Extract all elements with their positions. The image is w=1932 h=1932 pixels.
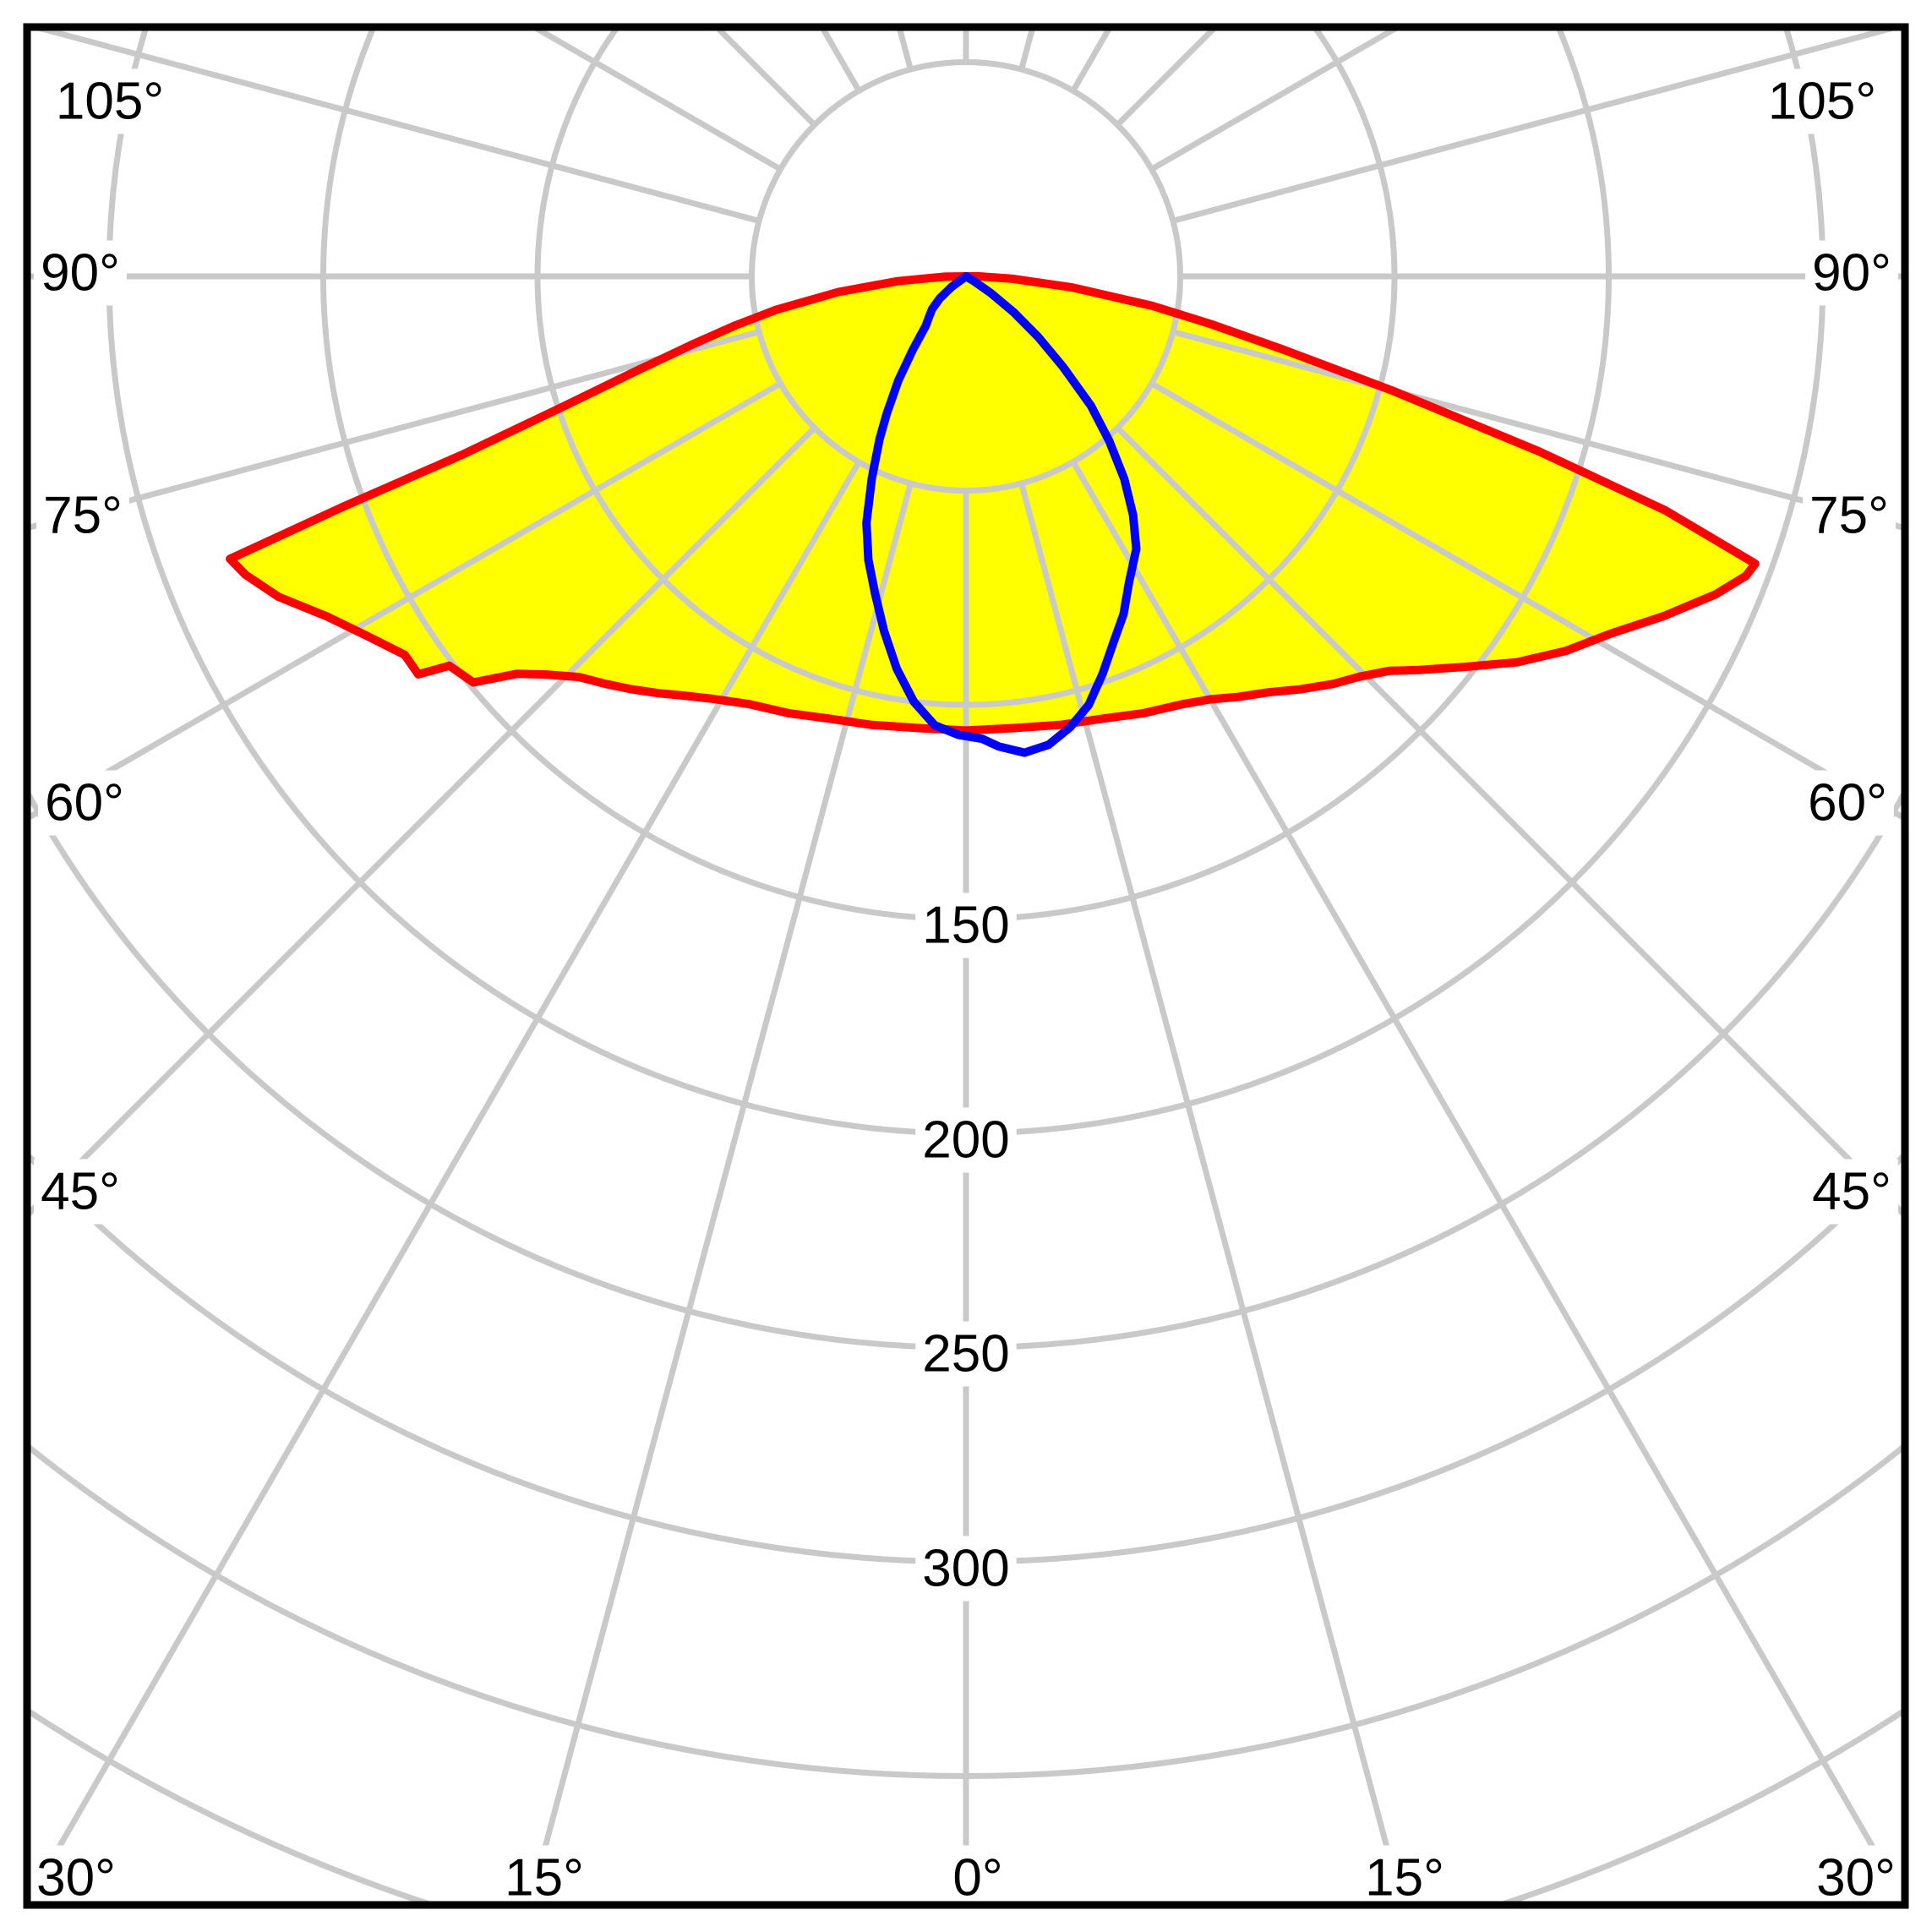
label-backing	[1809, 1845, 1902, 1911]
label-backing	[34, 1159, 127, 1225]
angular-grid-spoke-345	[527, 482, 914, 1905]
angular-grid-spoke-315	[27, 425, 817, 1220]
ring-label-250: 250	[922, 1325, 1009, 1384]
angle-label-left-30: 30°	[36, 1849, 116, 1907]
label-backing	[915, 892, 1017, 958]
angle-label-bottom-15-right: 15°	[1365, 1849, 1444, 1907]
angular-grid-spoke-45	[1115, 425, 1905, 1220]
intensity-curve-c90-c270	[862, 272, 1141, 757]
label-backing	[1760, 68, 1884, 134]
angle-label-left-45: 45°	[41, 1163, 120, 1221]
label-backing	[1358, 1845, 1451, 1911]
angle-label-left-90: 90°	[41, 244, 120, 303]
label-backing	[915, 1321, 1017, 1387]
angular-grid-spoke-300	[27, 380, 783, 822]
angle-label-left-105: 105°	[56, 73, 164, 131]
plot-border	[23, 23, 1909, 1909]
angular-grid-spoke-60	[1149, 380, 1905, 822]
ring-label-300: 300	[922, 1540, 1009, 1598]
angular-grid-spoke-15	[1018, 482, 1405, 1905]
intensity-fill-c0-c180	[230, 276, 1755, 731]
angle-label-right-30: 30°	[1816, 1849, 1896, 1907]
label-backing	[1801, 770, 1894, 836]
angle-label-bottom-15-left: 15°	[505, 1849, 584, 1907]
label-backing	[36, 483, 129, 548]
label-backing	[48, 68, 172, 134]
angular-grid-spoke-330	[27, 460, 862, 1905]
angular-grid-spoke-105	[1171, 27, 1905, 224]
label-backing	[34, 240, 127, 306]
label-backing	[946, 1845, 1010, 1911]
angular-grid-spoke-30	[1070, 460, 1905, 1905]
angle-label-right-105: 105°	[1768, 73, 1876, 131]
label-backing	[38, 770, 131, 836]
angular-grid-spoke-255	[27, 27, 761, 224]
label-backing	[30, 1845, 123, 1911]
label-backing	[498, 1845, 591, 1911]
label-backing	[1803, 483, 1896, 548]
label-backing	[915, 1107, 1017, 1173]
label-backing	[1805, 1159, 1898, 1225]
angle-label-right-45: 45°	[1812, 1163, 1891, 1221]
angular-grid-spoke-285	[27, 329, 761, 532]
intensity-curve-c0-c180	[226, 272, 1760, 735]
angular-grid-spoke-75	[1171, 329, 1905, 532]
angle-label-right-90: 90°	[1812, 244, 1891, 303]
axis-labels: 150 200 250 300 105° 90° 75° 60° 45° 30°…	[30, 68, 1902, 1911]
ring-label-150: 150	[922, 897, 1009, 955]
angle-label-left-60: 60°	[45, 774, 124, 832]
label-backing	[1805, 240, 1898, 306]
ring-label-200: 200	[922, 1111, 1009, 1170]
angle-label-bottom-0: 0°	[952, 1849, 1002, 1907]
angle-label-left-75: 75°	[43, 487, 123, 545]
angle-label-right-75: 75°	[1809, 487, 1889, 545]
angle-label-right-60: 60°	[1808, 774, 1887, 832]
label-backing	[915, 1536, 1017, 1602]
